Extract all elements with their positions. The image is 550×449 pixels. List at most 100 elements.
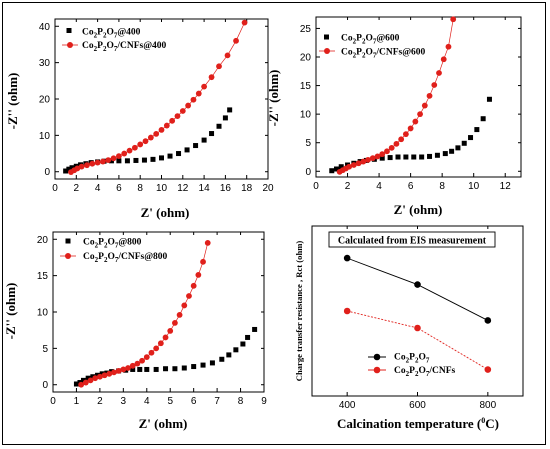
plot-frame bbox=[315, 16, 522, 178]
data-point-circle bbox=[163, 122, 170, 129]
x-tick-label: 10 bbox=[468, 181, 480, 192]
data-point-circle bbox=[185, 102, 192, 109]
data-point-square bbox=[334, 166, 339, 172]
data-point-circle bbox=[126, 147, 133, 154]
data-point-circle bbox=[100, 158, 106, 165]
x-tick-label: 8 bbox=[238, 396, 244, 407]
data-point-circle bbox=[120, 366, 127, 373]
data-point-circle bbox=[450, 16, 457, 23]
data-point-circle bbox=[204, 240, 211, 246]
data-point-square bbox=[219, 356, 225, 362]
y-tick-label: 0 bbox=[44, 167, 50, 178]
x-tick-label: 8 bbox=[439, 181, 445, 192]
data-point-circle bbox=[153, 131, 160, 137]
data-point-circle bbox=[393, 140, 400, 147]
data-point-square bbox=[137, 366, 143, 372]
x-tick-label: 12 bbox=[177, 183, 189, 194]
y-tick-label: 10 bbox=[300, 110, 312, 121]
x-tick-label: 800 bbox=[479, 400, 496, 411]
y-tick-label: 5 bbox=[305, 138, 311, 149]
data-point-square bbox=[468, 135, 474, 141]
data-point-circle bbox=[186, 293, 192, 299]
data-point-square bbox=[63, 168, 69, 174]
x-tick-label: 400 bbox=[339, 400, 356, 411]
x-tick-label: 3 bbox=[121, 396, 127, 407]
x-tick-label: 6 bbox=[116, 183, 122, 194]
x-tick-label: 0 bbox=[50, 396, 56, 407]
y-tick-label: 0 bbox=[42, 380, 48, 391]
x-axis-label: Calcination temperature (0C) bbox=[337, 416, 499, 431]
data-point-circle bbox=[169, 117, 176, 124]
data-point-square bbox=[150, 156, 156, 162]
data-point-circle bbox=[417, 111, 423, 118]
legend-label-co2p2o7-800: Co2P2O7@800 bbox=[83, 238, 142, 250]
data-point-circle bbox=[94, 159, 101, 166]
data-point-circle bbox=[89, 160, 96, 167]
data-point-circle bbox=[181, 302, 188, 309]
data-point-circle bbox=[134, 360, 141, 367]
x-tick-label: 0 bbox=[313, 181, 319, 192]
data-point-circle bbox=[167, 328, 174, 334]
y-tick-label: 40 bbox=[39, 22, 51, 33]
data-point-circle bbox=[131, 144, 138, 151]
y-tick-label: 30 bbox=[39, 58, 51, 69]
figure-frame bbox=[2, 2, 546, 445]
x-axis-label: Z' (ohm) bbox=[139, 416, 188, 431]
legend-label-cnfs-800: Co2P2O7/CNFs@800 bbox=[83, 252, 168, 264]
legend-label-cnfs-400: Co2P2O7/CNFs@400 bbox=[82, 41, 167, 53]
data-point-circle bbox=[179, 108, 186, 114]
data-point-square bbox=[108, 158, 114, 164]
data-point-circle bbox=[96, 373, 103, 380]
legend-marker-black-circle bbox=[373, 353, 381, 361]
x-tick-label: 16 bbox=[220, 183, 232, 194]
x-tick-label: 4 bbox=[95, 183, 101, 194]
data-point-square bbox=[209, 360, 215, 366]
data-point-square bbox=[172, 366, 178, 372]
data-point-circle bbox=[116, 153, 122, 159]
data-point-square bbox=[411, 154, 417, 160]
y-tick-label: 20 bbox=[39, 95, 51, 106]
data-point-circle bbox=[174, 113, 181, 119]
data-point-circle bbox=[147, 134, 154, 141]
y-ticks: 0 10 20 30 40 bbox=[39, 22, 268, 178]
y-tick-label: 20 bbox=[37, 235, 49, 246]
data-point-square bbox=[130, 366, 136, 372]
data-point-square bbox=[176, 151, 182, 157]
data-point-circle bbox=[157, 340, 164, 347]
x-tick-label: 0 bbox=[52, 183, 58, 194]
data-point-circle bbox=[129, 362, 136, 369]
data-point-square bbox=[159, 155, 164, 161]
data-point-circle bbox=[384, 148, 390, 155]
legend: Co2P2O7@600 Co2P2O7/CNFs@600 bbox=[319, 34, 426, 60]
data-point-circle bbox=[190, 282, 197, 289]
data-point-circle bbox=[142, 138, 149, 145]
data-point-circle bbox=[78, 163, 85, 170]
x-tick-label: 8 bbox=[137, 183, 143, 194]
data-point-circle bbox=[78, 381, 85, 388]
legend-label-co2p2o7-cnfs: Co2P2O7/CNFs bbox=[394, 366, 455, 378]
panel-400: 0 2 4 6 8 10 12 14 16 18 20 0 10 20 30 40 Z' (ohm) -Z'… bbox=[5, 18, 274, 220]
title-box bbox=[328, 231, 496, 248]
data-point-square bbox=[329, 168, 335, 174]
data-point-circle bbox=[139, 357, 145, 364]
x-ticks: 0 1 2 3 4 5 6 7 8 9 bbox=[50, 232, 267, 407]
x-tick-label: 18 bbox=[241, 183, 253, 194]
series-line bbox=[347, 257, 489, 321]
data-point-circle bbox=[426, 92, 433, 99]
y-tick-label: 5 bbox=[42, 344, 48, 355]
x-tick-label: 20 bbox=[262, 183, 274, 194]
data-point-circle bbox=[414, 324, 421, 332]
data-point-square bbox=[227, 107, 233, 113]
data-point-square bbox=[252, 326, 258, 332]
data-point-circle bbox=[343, 254, 351, 262]
data-point-circle bbox=[484, 317, 492, 324]
legend-label-cnfs-600: Co2P2O7/CNFs@600 bbox=[341, 48, 426, 60]
data-point-circle bbox=[172, 320, 178, 326]
data-point-square bbox=[124, 158, 130, 164]
data-point-square bbox=[480, 116, 486, 122]
x-ticks: 0 2 4 6 8 10 12 bbox=[313, 17, 511, 192]
y-axis-label: -Z'' (ohm) bbox=[266, 70, 281, 127]
data-point-circle bbox=[412, 118, 419, 125]
legend: Co2P2O7@800 Co2P2O7/CNFs@800 bbox=[60, 238, 168, 264]
legend-marker-black-square bbox=[66, 28, 72, 33]
